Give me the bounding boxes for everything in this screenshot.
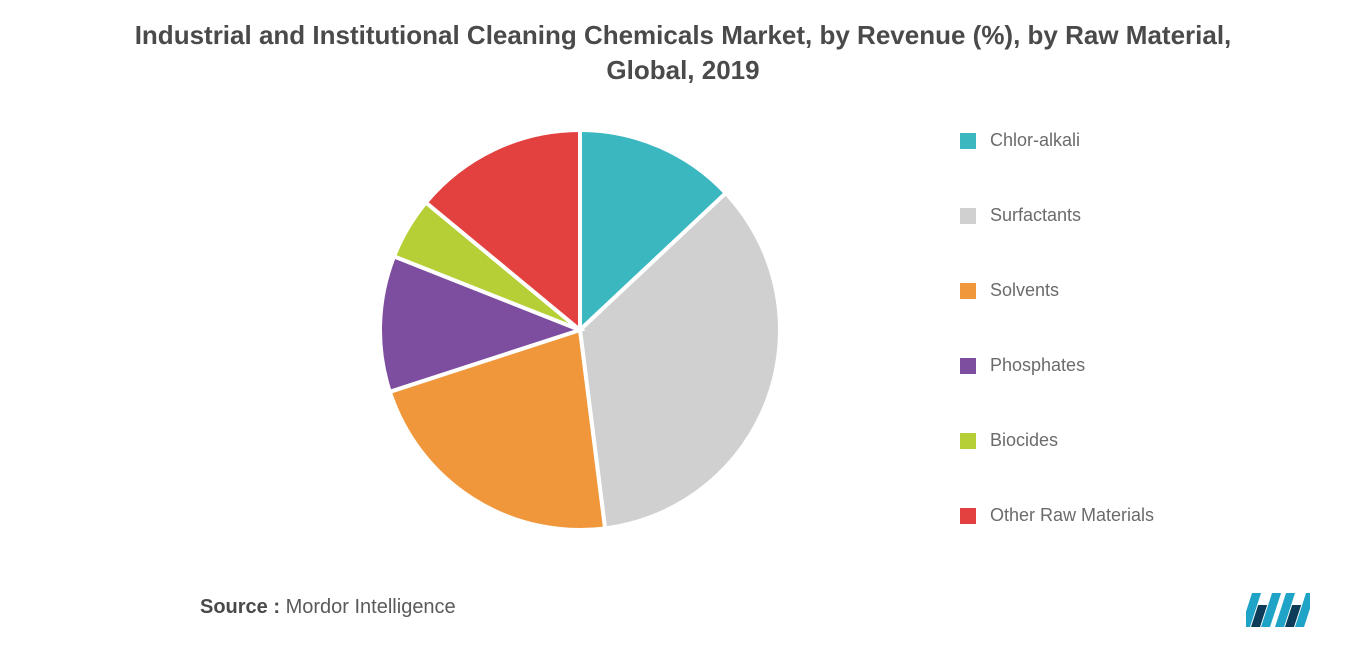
pie-chart — [360, 110, 800, 550]
legend-item: Other Raw Materials — [960, 505, 1280, 526]
legend-swatch — [960, 208, 976, 224]
legend-label: Chlor-alkali — [990, 130, 1080, 151]
legend-label: Biocides — [990, 430, 1058, 451]
legend-item: Phosphates — [960, 355, 1280, 376]
legend-item: Biocides — [960, 430, 1280, 451]
legend-label: Surfactants — [990, 205, 1081, 226]
source-label: Source : — [200, 596, 280, 618]
legend-item: Solvents — [960, 280, 1280, 301]
legend-swatch — [960, 508, 976, 524]
legend-label: Solvents — [990, 280, 1059, 301]
legend-item: Chlor-alkali — [960, 130, 1280, 151]
legend-swatch — [960, 358, 976, 374]
legend-swatch — [960, 133, 976, 149]
legend-label: Phosphates — [990, 355, 1085, 376]
legend: Chlor-alkali Surfactants Solvents Phosphate… — [960, 130, 1280, 526]
chart-title: Industrial and Institutional Cleaning Ch… — [0, 18, 1366, 88]
legend-label: Other Raw Materials — [990, 505, 1154, 526]
brand-logo — [1246, 587, 1310, 627]
legend-swatch — [960, 433, 976, 449]
legend-swatch — [960, 283, 976, 299]
source-attribution: Source : Mordor Intelligence — [200, 596, 456, 619]
source-value: Mordor Intelligence — [286, 596, 456, 618]
legend-item: Surfactants — [960, 205, 1280, 226]
